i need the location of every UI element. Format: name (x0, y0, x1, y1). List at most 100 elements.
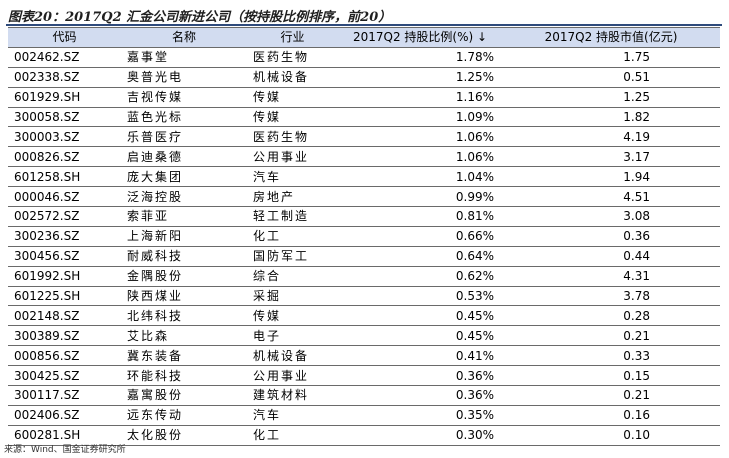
holding-ratio-cell: 0.36% (338, 385, 502, 406)
table-row: 601258.SH 庞大集团 汽车 1.04% 1.94 (8, 166, 720, 188)
table-row: 300236.SZ 上海新阳 化工 0.66% 0.36 (8, 226, 720, 247)
table-row: 300425.SZ 环能科技 公用事业 0.36% 0.15 (8, 365, 720, 387)
stock-name-cell: 乐普医疗 (121, 126, 247, 148)
industry-cell: 汽车 (247, 405, 338, 426)
stock-name-cell: 庞大集团 (121, 166, 247, 188)
holding-ratio-cell: 1.25% (338, 67, 502, 88)
stock-name-cell: 艾比森 (121, 325, 247, 347)
header-holding-ratio[interactable]: 2017Q2 持股比例(%) ↓ (338, 27, 502, 48)
stock-name-cell: 耐威科技 (121, 246, 247, 267)
holding-ratio-cell: 0.41% (338, 345, 502, 367)
stock-code-cell: 300058.SZ (8, 107, 121, 128)
stock-code-cell: 300003.SZ (8, 126, 121, 148)
stock-code-cell: 601992.SH (8, 266, 121, 287)
holding-ratio-cell: 0.99% (338, 186, 502, 208)
market-value-cell: 4.19 (502, 126, 720, 148)
industry-cell: 医药生物 (247, 47, 338, 68)
holding-ratio-cell: 0.45% (338, 325, 502, 347)
stock-code-cell: 002572.SZ (8, 206, 121, 227)
source-note: 来源：Wind、国金证券研究所 (4, 445, 126, 455)
market-value-cell: 3.17 (502, 146, 720, 168)
stock-name-cell: 嘉寓股份 (121, 385, 247, 406)
stock-name-cell: 金隅股份 (121, 266, 247, 287)
holding-ratio-cell: 0.35% (338, 405, 502, 426)
industry-cell: 机械设备 (247, 67, 338, 88)
market-value-cell: 0.21 (502, 385, 720, 406)
stock-code-cell: 300117.SZ (8, 385, 121, 406)
table-row: 300117.SZ 嘉寓股份 建筑材料 0.36% 0.21 (8, 385, 720, 406)
title-divider (6, 24, 722, 26)
holding-ratio-cell: 0.30% (338, 425, 502, 446)
industry-cell: 电子 (247, 325, 338, 347)
industry-cell: 综合 (247, 266, 338, 287)
stock-name-cell: 北纬科技 (121, 305, 247, 327)
holding-ratio-cell: 0.66% (338, 226, 502, 247)
table-row: 002572.SZ 索菲亚 轻工制造 0.81% 3.08 (8, 206, 720, 227)
industry-cell: 公用事业 (247, 146, 338, 168)
holding-ratio-cell: 0.64% (338, 246, 502, 267)
market-value-cell: 0.21 (502, 325, 720, 347)
table-row: 300003.SZ 乐普医疗 医药生物 1.06% 4.19 (8, 126, 720, 148)
stock-name-cell: 环能科技 (121, 365, 247, 387)
holding-ratio-cell: 0.45% (338, 305, 502, 327)
stock-code-cell: 002338.SZ (8, 67, 121, 88)
industry-cell: 机械设备 (247, 345, 338, 367)
market-value-cell: 3.78 (502, 286, 720, 307)
stock-name-cell: 奥普光电 (121, 67, 247, 88)
market-value-cell: 0.36 (502, 226, 720, 247)
market-value-cell: 0.10 (502, 425, 720, 446)
market-value-cell: 1.25 (502, 87, 720, 108)
table-row: 000856.SZ 冀东装备 机械设备 0.41% 0.33 (8, 345, 720, 367)
table-row: 601992.SH 金隅股份 综合 0.62% 4.31 (8, 266, 720, 287)
stock-name-cell: 太化股份 (121, 425, 247, 446)
table-row: 002148.SZ 北纬科技 传媒 0.45% 0.28 (8, 305, 720, 327)
industry-cell: 采掘 (247, 286, 338, 307)
stock-name-cell: 上海新阳 (121, 226, 247, 247)
stock-name-cell: 嘉事堂 (121, 47, 247, 68)
stock-code-cell: 000826.SZ (8, 146, 121, 168)
market-value-cell: 0.51 (502, 67, 720, 88)
stock-code-cell: 002406.SZ (8, 405, 121, 426)
header-industry: 行业 (247, 27, 338, 48)
stock-name-cell: 吉视传媒 (121, 87, 247, 108)
market-value-cell: 0.15 (502, 365, 720, 387)
table-row: 601225.SH 陕西煤业 采掘 0.53% 3.78 (8, 286, 720, 307)
holding-ratio-cell: 1.04% (338, 166, 502, 188)
stock-code-cell: 002148.SZ (8, 305, 121, 327)
holding-ratio-cell: 1.09% (338, 107, 502, 128)
industry-cell: 建筑材料 (247, 385, 338, 406)
stock-code-cell: 300456.SZ (8, 246, 121, 267)
holding-ratio-cell: 1.06% (338, 126, 502, 148)
table-row: 002462.SZ 嘉事堂 医药生物 1.78% 1.75 (8, 47, 720, 68)
table-row: 601929.SH 吉视传媒 传媒 1.16% 1.25 (8, 87, 720, 108)
market-value-cell: 1.94 (502, 166, 720, 188)
industry-cell: 传媒 (247, 107, 338, 128)
stock-code-cell: 000046.SZ (8, 186, 121, 208)
stock-code-cell: 002462.SZ (8, 47, 121, 68)
holding-ratio-cell: 0.81% (338, 206, 502, 227)
market-value-cell: 4.31 (502, 266, 720, 287)
market-value-cell: 3.08 (502, 206, 720, 227)
market-value-cell: 0.16 (502, 405, 720, 426)
industry-cell: 房地产 (247, 186, 338, 208)
industry-cell: 医药生物 (247, 126, 338, 148)
stock-name-cell: 泛海控股 (121, 186, 247, 208)
table-body: 002462.SZ 嘉事堂 医药生物 1.78% 1.75 002338.SZ 奥普光电 机械… (8, 47, 720, 446)
stock-name-cell: 启迪桑德 (121, 146, 247, 168)
industry-cell: 化工 (247, 425, 338, 446)
table-row: 002406.SZ 远东传动 汽车 0.35% 0.16 (8, 405, 720, 426)
table-row: 002338.SZ 奥普光电 机械设备 1.25% 0.51 (8, 67, 720, 88)
holding-ratio-cell: 1.06% (338, 146, 502, 168)
table-row: 000046.SZ 泛海控股 房地产 0.99% 4.51 (8, 186, 720, 208)
industry-cell: 国防军工 (247, 246, 338, 267)
holding-ratio-cell: 0.53% (338, 286, 502, 307)
holding-ratio-cell: 0.62% (338, 266, 502, 287)
header-holding-ratio-label: 2017Q2 持股比例(%) (352, 30, 474, 45)
industry-cell: 汽车 (247, 166, 338, 188)
stock-code-cell: 600281.SH (8, 425, 121, 446)
table-row: 000826.SZ 启迪桑德 公用事业 1.06% 3.17 (8, 146, 720, 168)
stock-name-cell: 陕西煤业 (121, 286, 247, 307)
sort-desc-icon: ↓ (476, 30, 488, 45)
holdings-table: 代码 名称 行业 2017Q2 持股比例(%) ↓ 2017Q2 持股市值(亿元… (8, 27, 720, 446)
header-market-value: 2017Q2 持股市值(亿元) (502, 27, 720, 48)
